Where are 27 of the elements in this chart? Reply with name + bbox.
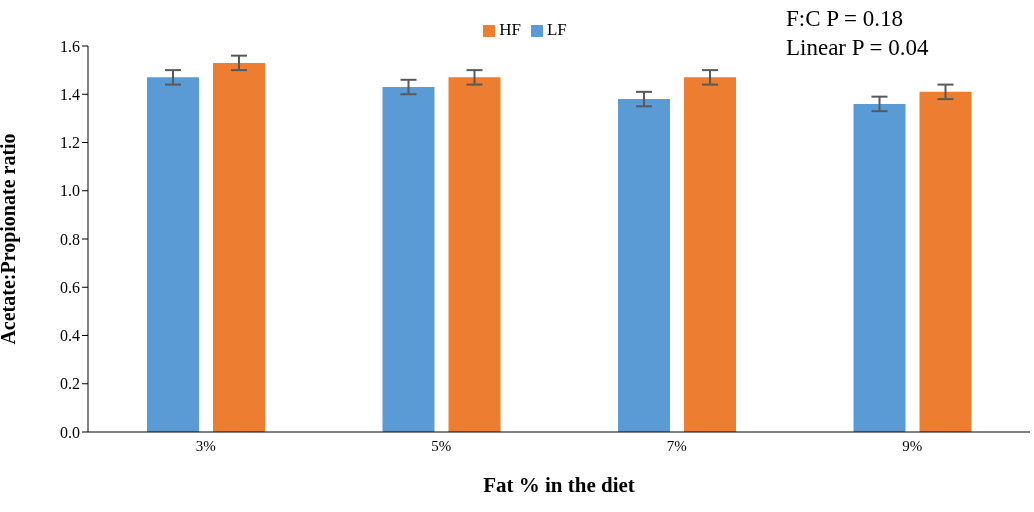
x-tick-label: 7% bbox=[666, 437, 687, 454]
y-tick-label: 1.2 bbox=[60, 134, 80, 152]
bar bbox=[919, 91, 972, 432]
bar bbox=[684, 77, 736, 432]
x-tick-label: 3% bbox=[195, 437, 216, 454]
y-tick-label: 0.2 bbox=[60, 375, 80, 393]
y-tick-label: 0.6 bbox=[60, 278, 80, 296]
annotation: Linear P = 0.04 bbox=[786, 34, 929, 62]
y-tick-label: 0.8 bbox=[60, 230, 80, 248]
y-axis-title: Acetate:Propionate ratio bbox=[0, 133, 21, 345]
bar bbox=[618, 99, 670, 432]
y-tick-label: 0.4 bbox=[60, 327, 80, 345]
x-tick-label: 5% bbox=[431, 437, 452, 454]
y-tick-label: 1.6 bbox=[60, 37, 80, 55]
x-tick-label: 9% bbox=[902, 437, 923, 454]
x-axis-title: Fat % in the diet bbox=[483, 473, 635, 497]
legend-label: HF bbox=[499, 20, 521, 39]
legend-label: LF bbox=[546, 20, 567, 39]
bar bbox=[448, 77, 501, 432]
y-tick-label: 1.0 bbox=[60, 182, 80, 200]
bar bbox=[382, 87, 435, 432]
bar bbox=[853, 103, 906, 432]
y-tick-label: 0.0 bbox=[60, 423, 80, 441]
text: F:C P = 0.18 bbox=[786, 5, 904, 33]
bar bbox=[213, 62, 265, 432]
y-tick-label: 1.4 bbox=[60, 85, 80, 103]
bar bbox=[147, 77, 199, 432]
